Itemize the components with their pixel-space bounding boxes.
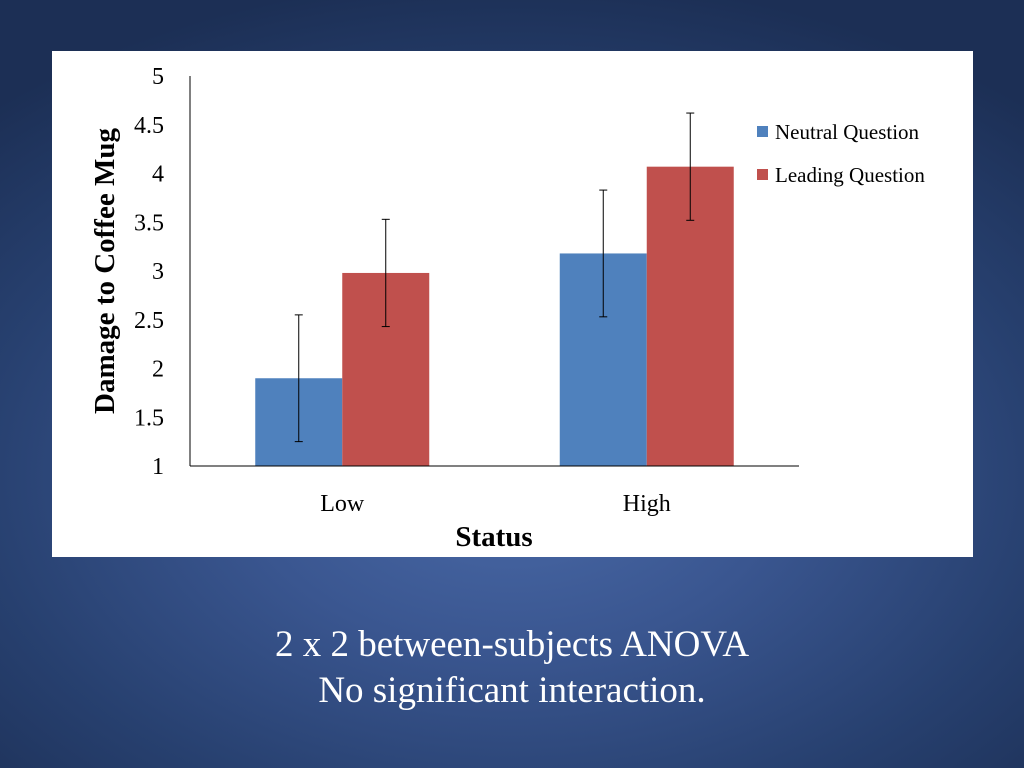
y-tick-label: 3 [152,259,164,285]
slide-caption: 2 x 2 between-subjects ANOVA No signific… [0,622,1024,714]
y-tick-label: 4.5 [134,113,164,139]
y-tick-label: 2 [152,357,164,383]
bar-chart: 1 1.5 2 2.5 3 3.5 4 4.5 5 Low High Status Damage … [89,64,925,553]
x-axis-title: Status [455,521,532,553]
x-category-labels: Low High [320,491,671,517]
legend-swatch-leading-question [757,169,768,180]
x-category-label-high: High [623,491,671,517]
y-tick-label: 5 [152,64,164,90]
x-category-label-low: Low [320,491,365,517]
y-tick-label: 1 [152,454,164,480]
caption-line-2: No significant interaction. [318,670,706,711]
bars-layer [255,166,734,467]
legend: Neutral Question Leading Question [757,120,925,187]
y-tick-label: 3.5 [134,210,164,236]
y-tick-label: 1.5 [134,405,164,431]
chart-panel: 1 1.5 2 2.5 3 3.5 4 4.5 5 Low High Status Damage … [52,51,973,557]
y-tick-label: 4 [152,162,164,188]
y-axis-title: Damage to Coffee Mug [89,128,121,414]
legend-swatch-neutral-question [757,126,768,137]
legend-label-leading-question: Leading Question [775,163,925,187]
y-tick-label: 2.5 [134,308,164,334]
error-bars-layer [294,112,695,443]
legend-label-neutral-question: Neutral Question [775,120,920,144]
y-tick-labels: 1 1.5 2 2.5 3 3.5 4 4.5 5 [134,64,164,480]
caption-line-1: 2 x 2 between-subjects ANOVA [274,624,750,665]
